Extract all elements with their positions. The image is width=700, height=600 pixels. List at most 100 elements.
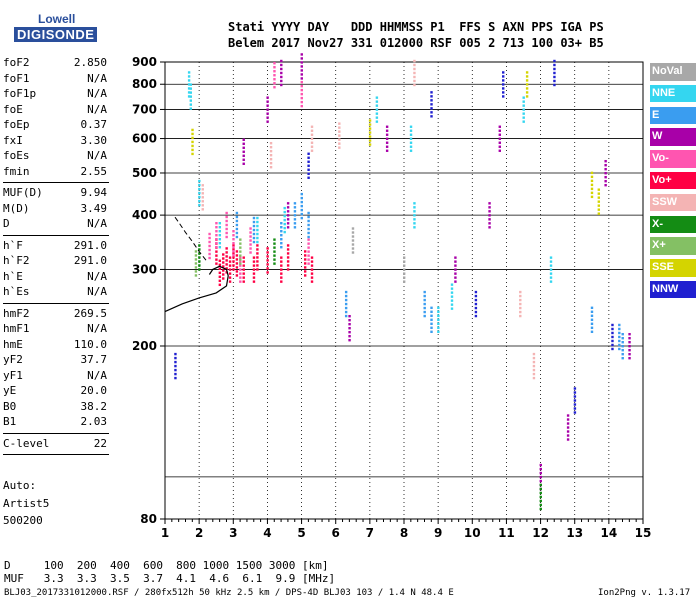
data-point-w [566,426,570,429]
data-point-nnw [502,95,505,98]
x-tick-label: 11 [498,526,515,540]
data-point-e [590,318,594,322]
param-name: h`Es [3,285,30,298]
data-point-vominus [249,247,252,250]
data-point-noval [351,239,355,242]
data-point-xminus [198,244,201,247]
data-point-xminus [539,503,542,507]
data-point-voplus [225,247,228,250]
data-point-nne [283,214,286,218]
param-row: fxI 3.30 [3,134,107,150]
param-value: N/A [87,102,107,116]
param-value: 2.03 [80,415,108,428]
data-point-voplus [232,268,235,271]
data-point-voplus [242,256,245,259]
data-point-sse [525,91,529,94]
data-point-xplus [239,246,242,249]
data-point-w [280,59,283,63]
data-point-w [454,264,457,267]
data-point-vominus [307,246,310,249]
data-point-e [621,332,624,336]
param-name: yE [3,384,17,397]
data-point-nne [437,330,440,334]
data-point-ssw [269,149,273,153]
x-tick-label: 2 [195,526,203,540]
data-point-vominus [273,70,276,73]
param-row: h`Es N/A [3,285,107,301]
data-point-noval [403,280,406,283]
x-tick-label: 9 [434,526,442,540]
data-point-e [307,223,310,227]
data-point-xminus [539,507,542,511]
data-point-e [300,196,303,200]
data-point-w [385,137,389,140]
data-point-e [293,214,297,217]
data-point-sse [525,83,529,86]
data-point-sse [191,136,194,140]
data-point-e [293,210,297,213]
data-point-vominus [300,104,303,108]
data-point-e [307,231,310,235]
data-point-xminus [198,256,201,259]
param-row: hmF1 N/A [3,322,107,338]
param-value: N/A [87,269,107,283]
data-point-e [280,222,283,225]
data-point-e [621,340,624,344]
data-point-voplus [303,258,307,261]
data-point-voplus [225,259,228,262]
data-point-ssw [310,129,314,132]
data-point-voplus [280,268,283,271]
data-point-voplus [222,273,225,276]
data-point-nnw [174,360,177,364]
data-point-nne [375,120,379,123]
param-name: foEs [3,149,30,162]
data-point-vominus [208,256,211,260]
data-point-voplus [228,268,232,271]
data-point-voplus [286,244,290,247]
data-point-vominus [208,248,211,252]
param-row: hmE 110.0 [3,338,107,354]
data-point-nne [187,75,191,78]
param-value: 2.55 [80,164,108,178]
data-point-vominus [208,232,211,236]
data-point-w [628,340,631,344]
data-point-w [242,154,245,157]
data-point-e [307,235,310,239]
data-point-nnw [611,335,614,339]
data-point-w [488,202,491,205]
data-point-voplus [256,244,259,247]
data-point-w [348,334,351,338]
param-row: MUF(D) 9.94 [3,186,107,202]
data-point-ssw [201,184,204,187]
data-point-ssw [201,208,204,211]
data-point-ssw [532,368,536,372]
data-point-nne [413,214,416,217]
data-point-nnw [430,99,433,102]
data-point-w [604,163,607,167]
data-point-e [590,322,594,326]
data-point-voplus [225,251,228,254]
data-point-sse [191,132,194,136]
param-value: 269.5 [73,306,107,320]
data-point-e [300,204,303,208]
legend-item-nne: NNE [650,84,696,103]
data-point-nne [409,125,413,128]
data-point-vominus [273,86,276,89]
data-point-xminus [273,238,276,241]
param-value: 3.49 [80,201,108,215]
data-point-nnw [573,403,577,406]
param-name: hmF1 [3,322,30,335]
data-point-nne [375,100,379,103]
header-labels: Stati YYYY DAY DDD HHMMSS P1 FFS S AXN P… [228,20,604,34]
data-point-xminus [539,491,542,495]
logo-text-bottom: DIGISONDE [14,27,98,42]
data-point-e [430,330,433,334]
x-tick-label: 4 [263,526,271,540]
data-point-noval [351,243,355,246]
data-point-w [266,100,269,103]
data-point-nnw [430,107,433,110]
param-row: D N/A [3,217,107,233]
data-point-ssw [269,141,273,145]
data-point-e [235,231,239,235]
data-point-nne [437,314,440,318]
